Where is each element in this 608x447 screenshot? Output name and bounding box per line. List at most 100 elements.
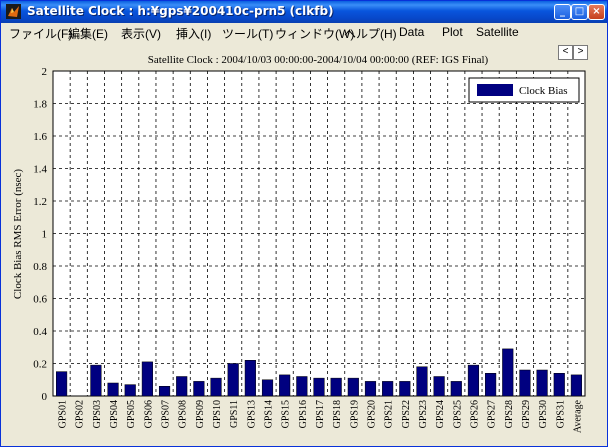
x-tick-label: GPS07 xyxy=(161,400,172,428)
matlab-app-icon xyxy=(6,4,21,19)
bar-gps08 xyxy=(176,376,188,397)
bar-gps21 xyxy=(382,381,394,397)
x-tick-label: GPS02 xyxy=(75,400,86,428)
y-tick-label: 1.6 xyxy=(33,131,47,143)
prev-satellite-button[interactable]: < xyxy=(558,45,573,60)
bar-gps25 xyxy=(450,381,462,397)
menu-window[interactable]: ウィンドウ(W) xyxy=(275,27,355,41)
bar-gps07 xyxy=(158,386,171,397)
x-tick-label: Average xyxy=(572,399,583,433)
y-tick-label: 2 xyxy=(42,66,48,78)
x-tick-label: GPS23 xyxy=(418,400,429,428)
bar-gps03 xyxy=(90,364,102,397)
maximize-button[interactable]: □ xyxy=(571,4,588,20)
bar-gps22 xyxy=(399,381,411,397)
x-tick-label: GPS21 xyxy=(384,400,395,428)
x-tick-label: GPS27 xyxy=(487,400,498,428)
x-tick-label: GPS06 xyxy=(143,400,154,428)
x-tick-label: GPS13 xyxy=(246,400,257,428)
bar-gps18 xyxy=(330,377,342,397)
bar-gps14 xyxy=(261,379,274,397)
minimize-button[interactable]: _ xyxy=(554,4,571,20)
bar-gps24 xyxy=(433,376,445,397)
x-tick-label: GPS22 xyxy=(401,400,412,428)
bar-gps28 xyxy=(502,348,514,397)
bar-gps27 xyxy=(485,373,497,397)
bar-gps30 xyxy=(536,369,548,397)
x-tick-label: GPS09 xyxy=(195,400,206,428)
legend-label: Clock Bias xyxy=(519,85,568,97)
window-title: Satellite Clock : h:¥gps¥200410c-prn5 (c… xyxy=(27,4,334,18)
y-tick-label: 1.4 xyxy=(33,164,47,176)
x-tick-label: GPS03 xyxy=(92,400,103,428)
legend: Clock Bias xyxy=(468,77,580,103)
bar-series xyxy=(56,348,582,397)
x-tick-label: GPS28 xyxy=(504,400,515,428)
menu-bar: ファイル(F) 編集(E) 表示(V) 挿入(I) ツール(T) ウィンドウ(W… xyxy=(1,23,607,42)
menu-help[interactable]: ヘルプ(H) xyxy=(344,27,397,41)
x-tick-label: GPS16 xyxy=(298,400,309,428)
x-tick-label: GPS11 xyxy=(229,400,240,428)
menu-edit[interactable]: 編集(E) xyxy=(68,27,108,41)
bar-gps29 xyxy=(519,369,531,397)
x-tick-label: GPS18 xyxy=(332,400,343,428)
x-tick-label: GPS26 xyxy=(469,400,480,428)
x-tick-label: GPS05 xyxy=(126,400,137,428)
y-tick-label: 0 xyxy=(42,391,48,403)
x-tick-label: GPS19 xyxy=(349,400,360,428)
menu-satellite[interactable]: Satellite xyxy=(476,25,519,39)
y-axis-label: Clock Bias RMS Error (nsec) xyxy=(12,169,24,299)
bar-gps15 xyxy=(279,374,291,397)
bar-gps13 xyxy=(244,360,256,397)
close-button[interactable]: × xyxy=(588,4,605,20)
grid-lines xyxy=(53,71,585,396)
x-tick-label: GPS17 xyxy=(315,400,326,428)
x-tick-label: GPS25 xyxy=(452,400,463,428)
menu-plot[interactable]: Plot xyxy=(442,25,463,39)
menu-data[interactable]: Data xyxy=(399,25,425,39)
y-tick-labels: 0 0.2 0.4 0.6 0.8 1 1.2 1.4 1.6 1.8 2 xyxy=(33,66,47,403)
title-bar[interactable]: Satellite Clock : h:¥gps¥200410c-prn5 (c… xyxy=(1,1,607,23)
x-tick-label: GPS14 xyxy=(264,400,275,428)
menu-insert[interactable]: 挿入(I) xyxy=(176,27,212,41)
x-tick-label: GPS01 xyxy=(58,400,69,428)
bar-gps09 xyxy=(193,381,205,397)
chart-title: Satellite Clock : 2004/10/03 00:00:00-20… xyxy=(148,54,489,66)
y-tick-label: 0.6 xyxy=(33,294,47,306)
bar-gps31 xyxy=(553,373,565,397)
x-tick-label: GPS29 xyxy=(521,400,532,428)
y-tick-label: 0.2 xyxy=(33,359,47,371)
bar-gps06 xyxy=(141,361,153,397)
x-tick-label: GPS24 xyxy=(435,400,446,428)
bar-gps16 xyxy=(296,376,308,397)
bar-gps17 xyxy=(313,377,325,397)
x-tick-label: GPS08 xyxy=(178,400,189,428)
bar-gps23 xyxy=(416,366,428,397)
bar-gps01 xyxy=(56,371,68,397)
x-tick-label: GPS20 xyxy=(366,400,377,428)
bar-gps10 xyxy=(210,377,222,397)
x-tick-label: GPS10 xyxy=(212,400,223,428)
bar-gps04 xyxy=(107,382,119,397)
bar-gps11 xyxy=(227,363,239,397)
bar-gps26 xyxy=(467,364,480,397)
legend-swatch xyxy=(477,84,513,96)
y-tick-label: 0.4 xyxy=(33,326,47,338)
menu-tools[interactable]: ツール(T) xyxy=(222,27,274,41)
bar-average xyxy=(570,374,582,397)
next-satellite-button[interactable]: > xyxy=(573,45,588,60)
y-tick-label: 1 xyxy=(42,229,48,241)
x-tick-labels: GPS01 GPS02 GPS03 GPS04 GPS05 GPS06 GPS07 GPS08… xyxy=(58,399,584,433)
x-tick-label: GPS04 xyxy=(109,400,120,428)
menu-view[interactable]: 表示(V) xyxy=(121,27,161,41)
x-tick-label: GPS30 xyxy=(538,400,549,428)
y-tick-label: 1.8 xyxy=(33,99,47,111)
menu-file[interactable]: ファイル(F) xyxy=(9,27,73,41)
bar-gps20 xyxy=(364,381,377,397)
y-tick-label: 1.2 xyxy=(33,196,47,208)
y-tick-label: 0.8 xyxy=(33,261,47,273)
x-tick-label: GPS31 xyxy=(555,400,566,428)
bar-gps19 xyxy=(347,377,359,397)
